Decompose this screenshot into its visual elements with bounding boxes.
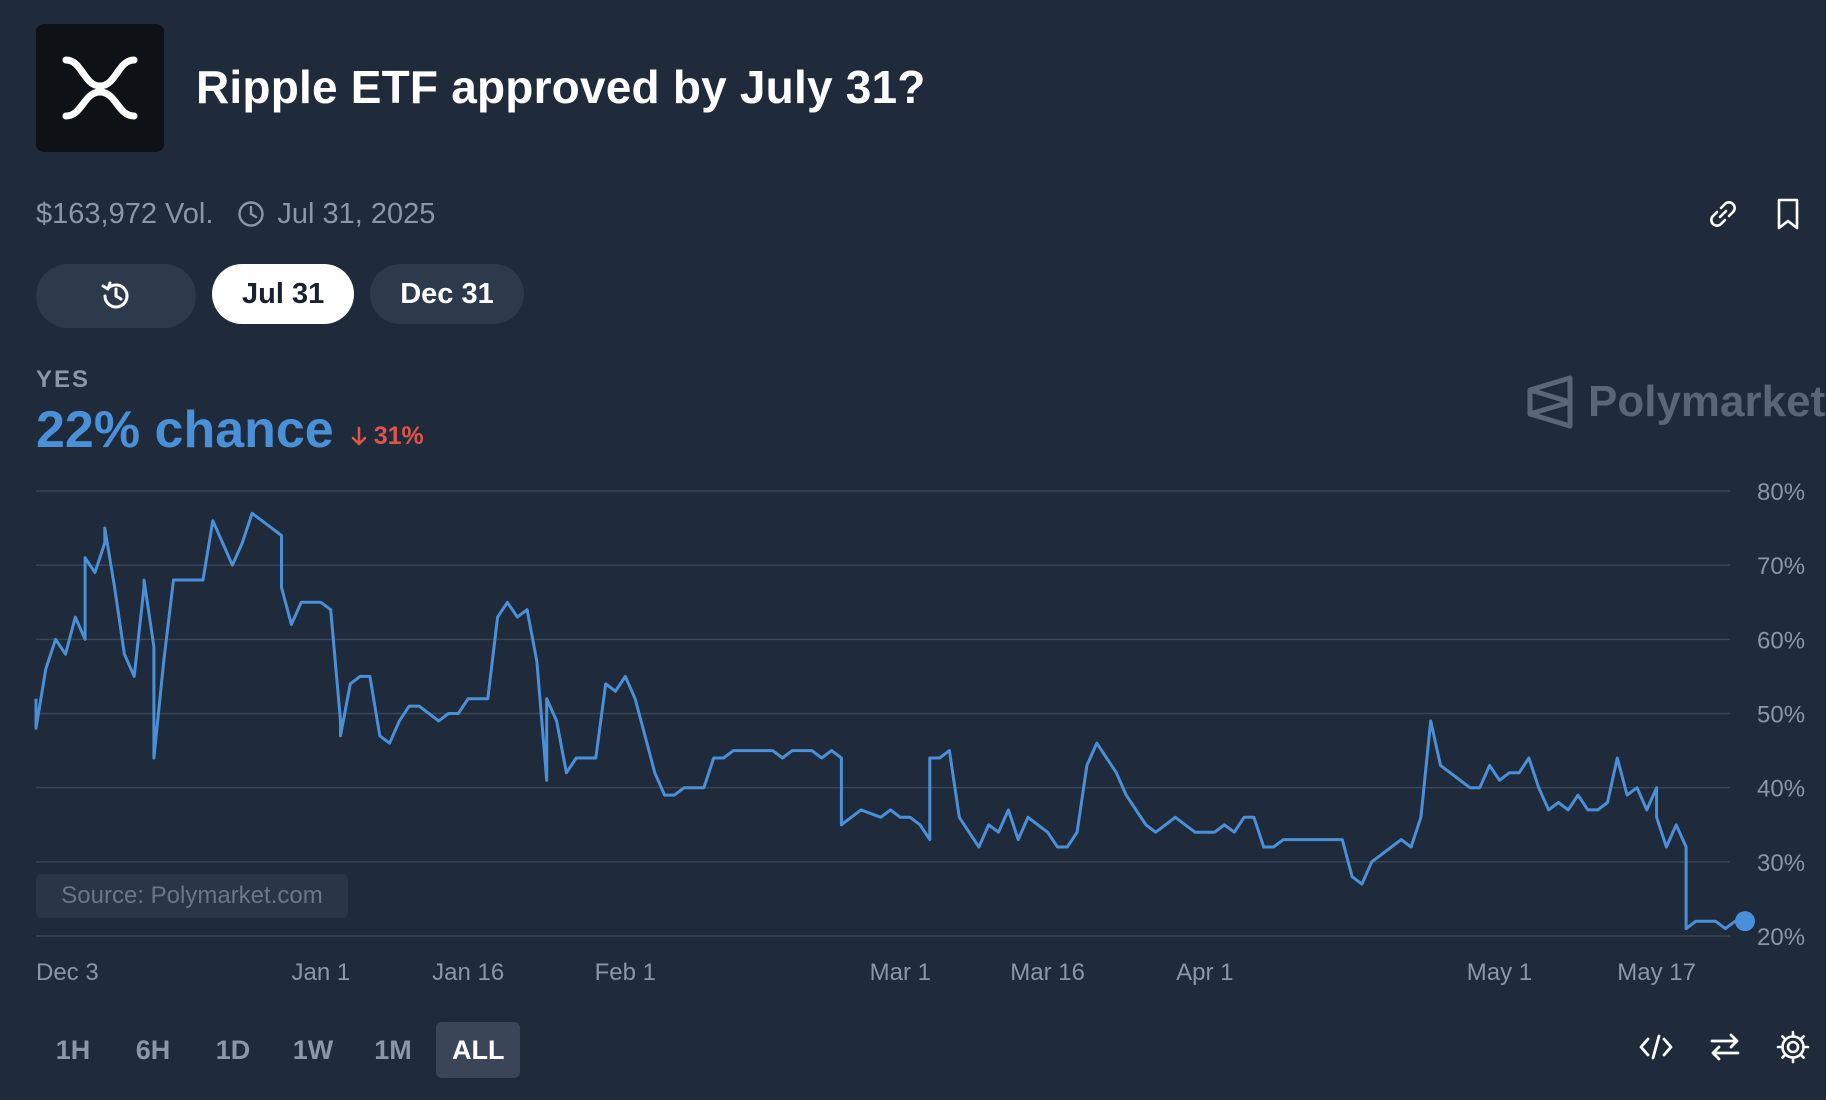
date-pills: Jul 31 Dec 31 [36, 264, 524, 328]
volume-text: $163,972 Vol. [36, 197, 214, 230]
x-tick-label: May 17 [1617, 959, 1696, 986]
clock-icon [238, 201, 265, 227]
range-1d[interactable]: 1D [215, 1034, 251, 1065]
y-tick-label: 60% [1757, 627, 1805, 654]
y-tick-label: 50% [1757, 702, 1805, 729]
x-tick-label: Mar 1 [870, 959, 931, 986]
y-tick-label: 80% [1757, 479, 1805, 506]
market-actions [1706, 194, 1826, 234]
time-range-selector: 1H 6H 1D 1W 1M ALL [36, 1022, 521, 1078]
date-pill-dec-31[interactable]: Dec 31 [370, 264, 524, 324]
x-tick-label: Apr 1 [1176, 959, 1233, 986]
history-icon [101, 281, 129, 309]
y-tick-label: 70% [1757, 553, 1805, 580]
series-line [34, 511, 1745, 931]
market-meta: $163,972 Vol. Jul 31, 2025 [36, 194, 435, 234]
outcome-label: YES [36, 366, 91, 393]
range-1h[interactable]: 1H [55, 1034, 91, 1065]
market-title: Ripple ETF approved by July 31? [196, 61, 926, 113]
end-date-text: Jul 31, 2025 [277, 197, 436, 230]
x-tick-label: May 1 [1467, 959, 1532, 986]
x-tick-label: Feb 1 [595, 959, 656, 986]
polymarket-logo-icon [1527, 375, 1573, 429]
y-tick-label: 30% [1757, 850, 1805, 877]
y-tick-label: 40% [1757, 776, 1805, 803]
date-pill-jul-31[interactable]: Jul 31 [212, 264, 355, 324]
chance-value: 22% chance [36, 401, 334, 459]
range-1m[interactable]: 1M [374, 1034, 412, 1065]
market-logo [36, 24, 164, 152]
x-tick-label: Jan 1 [291, 959, 350, 986]
source-label: Source: Polymarket.com [36, 874, 348, 918]
chance-change: 31% [350, 422, 424, 451]
y-tick-label: 20% [1757, 924, 1805, 951]
settings-gear-icon[interactable] [1776, 1030, 1810, 1064]
arrow-down-icon [351, 426, 367, 446]
range-6h[interactable]: 6H [135, 1034, 171, 1065]
chance-change-text: 31% [373, 421, 424, 450]
range-all[interactable]: ALL [436, 1022, 521, 1078]
range-1w[interactable]: 1W [292, 1034, 334, 1065]
chart-tools [1638, 1030, 1810, 1064]
xrp-logo-icon [62, 56, 138, 120]
link-icon[interactable] [1706, 197, 1740, 231]
watermark-text: Polymarket [1588, 377, 1826, 426]
polymarket-watermark: Polymarket [1526, 374, 1825, 430]
history-pill[interactable] [36, 264, 196, 328]
x-tick-label: Mar 16 [1010, 959, 1085, 986]
price-chart[interactable]: 80% 70% 60% 50% 40% 30% 20% Dec 3 Jan 1 Jan 16 Fe… [0, 460, 1826, 1000]
latest-value-dot [1735, 911, 1755, 932]
end-date: Jul 31, 2025 [237, 198, 435, 231]
x-tick-label: Jan 16 [432, 959, 504, 986]
bookmark-icon[interactable] [1774, 197, 1802, 231]
outcome-chance: 22% chance 31% [36, 400, 424, 460]
swap-arrows-icon[interactable] [1708, 1031, 1742, 1063]
x-tick-label: Dec 3 [36, 959, 99, 986]
embed-code-icon[interactable] [1638, 1031, 1674, 1063]
